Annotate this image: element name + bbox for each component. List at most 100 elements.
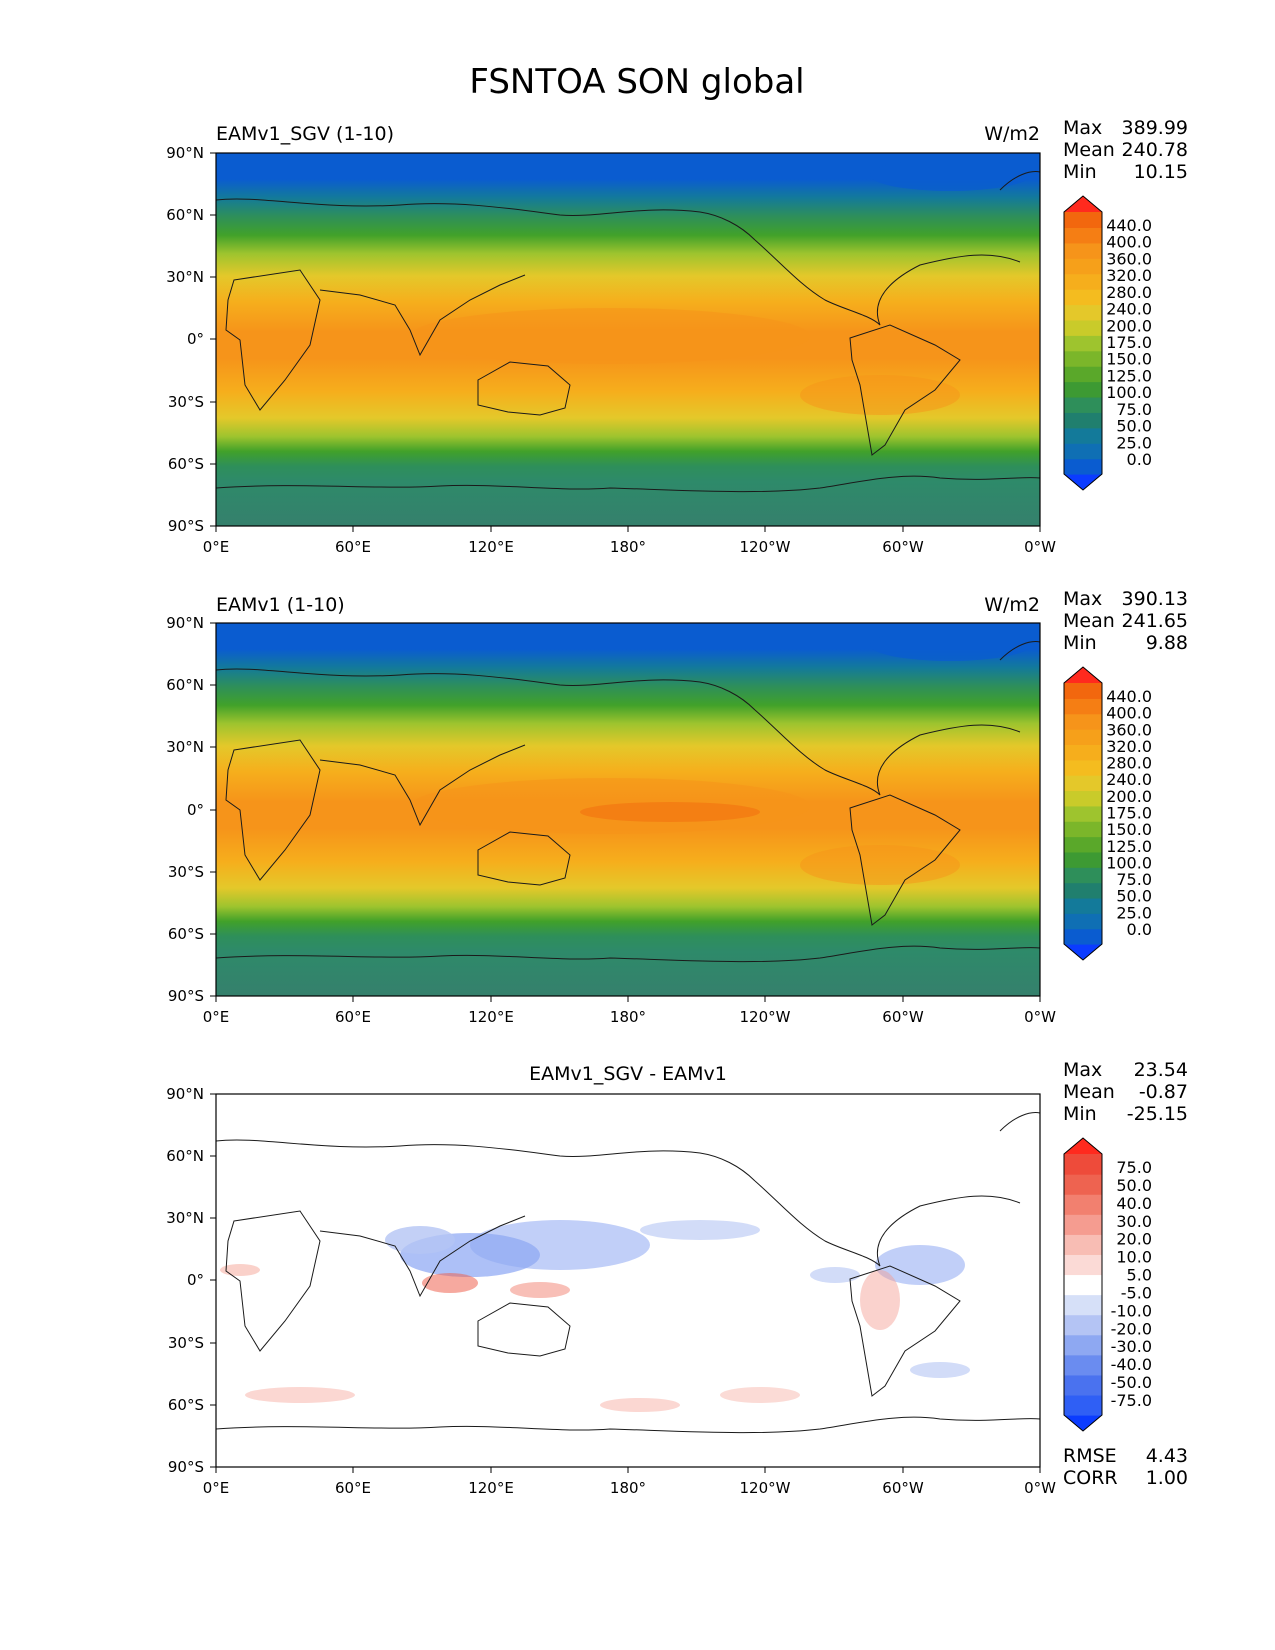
colorbar: 440.0400.0360.0320.0280.0240.0200.0175.0… <box>1063 195 1152 491</box>
subtropical-maximum <box>800 375 960 415</box>
x-tick-label: 0°E <box>203 1008 230 1026</box>
colorbar-label: 100.0 <box>1106 853 1152 872</box>
positive-anomaly <box>510 1282 570 1298</box>
colorbar-segment <box>1064 836 1102 853</box>
colorbar-label: -40.0 <box>1111 1355 1152 1374</box>
colorbar-segment <box>1064 821 1102 838</box>
x-axis-ticks: 0°E 60°E 120°E 180° 120°W 60°W 0°W <box>203 1467 1056 1497</box>
stats: Max 23.54 Mean -0.87 Min -25.15 RMSE 4.4… <box>1063 1059 1188 1489</box>
stat-min-label: Min <box>1063 632 1097 654</box>
coast-africa <box>225 739 321 881</box>
colorbar-segment <box>1064 381 1102 398</box>
colorbar-label: 200.0 <box>1106 316 1152 335</box>
colorbar-segment <box>1064 1374 1102 1396</box>
colorbar-segment <box>1064 729 1102 746</box>
panel-units: W/m2 <box>984 123 1040 145</box>
stat-max-value: 389.99 <box>1122 117 1188 139</box>
y-tick-label: 60°N <box>166 1147 204 1165</box>
x-tick-label: 0°W <box>1024 538 1056 556</box>
y-tick-label: 90°N <box>166 144 204 162</box>
colorbar-label: 240.0 <box>1106 300 1152 319</box>
stat-mean-label: Mean <box>1063 1081 1115 1103</box>
colorbar-label: 100.0 <box>1106 383 1152 402</box>
colorbar-segment <box>1064 427 1102 444</box>
colorbar-label: 75.0 <box>1116 870 1152 889</box>
coast-antarctica <box>215 1416 1041 1434</box>
x-tick-label: 60°W <box>882 538 924 556</box>
colorbar-segment <box>1064 335 1102 352</box>
colorbar-segment <box>1064 698 1102 715</box>
x-tick-label: 120°W <box>740 1479 791 1497</box>
stat-corr-label: CORR <box>1063 1467 1118 1489</box>
positive-anomaly <box>245 1387 355 1403</box>
coast-arabia-india <box>319 744 526 827</box>
y-tick-label: 0° <box>187 1271 204 1289</box>
colorbar-label: 175.0 <box>1106 333 1152 352</box>
coast-africa <box>225 1210 321 1352</box>
y-tick-label: 30°N <box>166 1209 204 1227</box>
colorbar-extend-min <box>1064 944 1102 960</box>
colorbar-label: 150.0 <box>1106 820 1152 839</box>
x-tick-label: 60°E <box>335 1479 371 1497</box>
colorbar-segment <box>1064 242 1102 259</box>
colorbar-label: 440.0 <box>1106 687 1152 706</box>
y-tick-label: 30°S <box>168 1334 204 1352</box>
stats: Max 389.99 Mean 240.78 Min 10.15 <box>1063 117 1188 183</box>
negative-anomaly <box>385 1226 455 1254</box>
y-tick-label: 90°N <box>166 614 204 632</box>
figure-title: FSNTOA SON global <box>469 62 804 102</box>
colorbar-segment <box>1064 289 1102 306</box>
y-axis-ticks: 90°N 60°N 30°N 0° 30°S 60°S 90°S <box>166 614 216 1005</box>
colorbar-segment <box>1064 928 1102 945</box>
stat-max-label: Max <box>1063 588 1102 610</box>
stat-rmse-label: RMSE <box>1063 1445 1117 1467</box>
colorbar-label: 240.0 <box>1106 770 1152 789</box>
polar-minimum <box>870 629 1030 661</box>
x-tick-label: 120°E <box>468 1008 514 1026</box>
colorbar-segment <box>1064 443 1102 460</box>
positive-anomaly <box>220 1264 260 1276</box>
colorbar-segment <box>1064 227 1102 244</box>
x-tick-label: 120°E <box>468 538 514 556</box>
colorbar-segment <box>1064 212 1102 229</box>
colorbar-outline <box>1063 1137 1103 1432</box>
coast-australia <box>477 831 571 886</box>
x-tick-label: 0°E <box>203 1479 230 1497</box>
colorbar-label: -10.0 <box>1111 1301 1152 1320</box>
colorbar-label: 25.0 <box>1116 433 1152 452</box>
colorbar-segment <box>1064 1394 1102 1416</box>
y-tick-label: 60°N <box>166 206 204 224</box>
coast-south-america <box>849 794 961 926</box>
colorbar-label: 50.0 <box>1116 887 1152 906</box>
coast-greenland <box>999 171 1041 191</box>
colorbar-segment <box>1064 882 1102 899</box>
colorbar-segment <box>1064 790 1102 807</box>
colorbar-label: 40.0 <box>1116 1194 1152 1213</box>
colorbar-label: 30.0 <box>1116 1212 1152 1231</box>
colorbar-label: 280.0 <box>1106 283 1152 302</box>
stats: Max 390.13 Mean 241.65 Min 9.88 <box>1063 588 1188 654</box>
stat-min-value: 10.15 <box>1134 161 1188 183</box>
colorbar-extend-max <box>1064 196 1102 212</box>
coast-europe-asia <box>215 198 756 241</box>
stat-max-value: 390.13 <box>1122 588 1188 610</box>
positive-anomaly <box>600 1398 680 1412</box>
colorbar-label: 360.0 <box>1106 720 1152 739</box>
stat-corr-value: 1.00 <box>1146 1467 1188 1489</box>
x-tick-label: 180° <box>610 1479 646 1497</box>
stat-mean-label: Mean <box>1063 139 1115 161</box>
stat-max-label: Max <box>1063 117 1102 139</box>
colorbar-segment <box>1064 1274 1102 1296</box>
positive-anomaly <box>422 1273 478 1293</box>
stat-mean-value: 241.65 <box>1122 610 1188 632</box>
colorbar-segment <box>1064 851 1102 868</box>
colorbar-segment <box>1064 913 1102 930</box>
colorbar-label: 150.0 <box>1106 350 1152 369</box>
colorbar-segment <box>1064 1334 1102 1356</box>
x-tick-label: 60°E <box>335 538 371 556</box>
coast-north-america <box>754 239 1021 326</box>
colorbar-extend-max <box>1064 667 1102 683</box>
colorbar-label: 400.0 <box>1106 233 1152 252</box>
polar-minimum <box>870 159 1030 191</box>
